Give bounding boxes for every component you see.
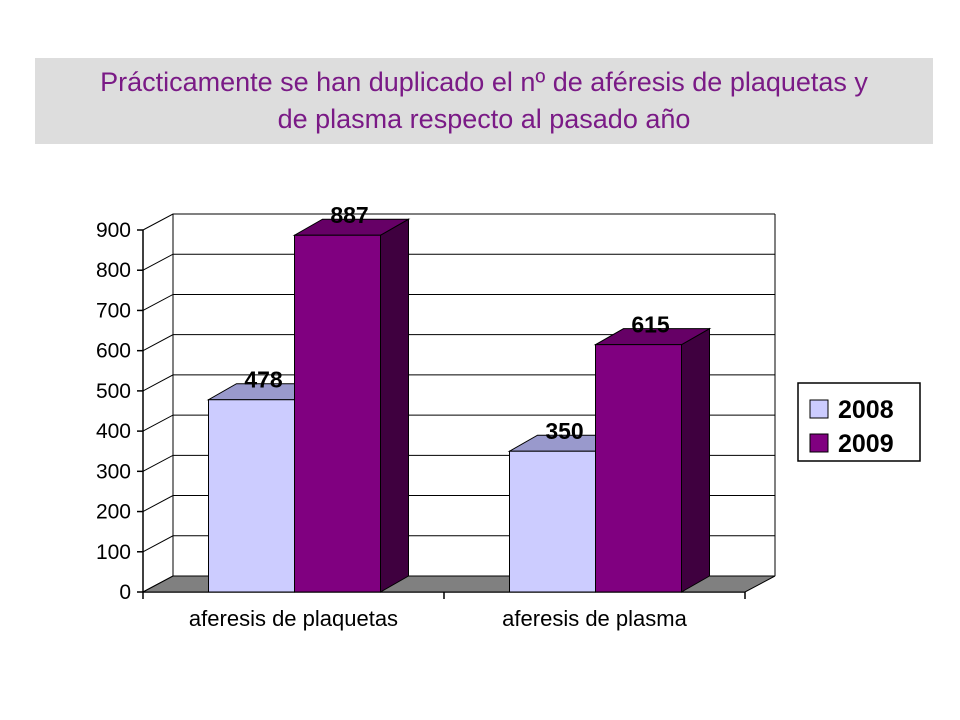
- y-tick-label: 200: [96, 501, 131, 524]
- data-label: 478: [244, 367, 283, 393]
- bar-side: [681, 327, 710, 593]
- x-category-label: aferesis de plasma: [502, 606, 687, 631]
- y-tick-label: 800: [96, 259, 131, 282]
- bar-2008-0: [208, 399, 295, 593]
- y-tick-label: 900: [96, 219, 131, 242]
- gridline: [142, 293, 775, 311]
- legend: 2008 2009: [797, 382, 921, 462]
- y-tick-label: 500: [96, 380, 131, 403]
- bar-2009-1: [595, 344, 682, 593]
- x-category-label: aferesis de plaquetas: [189, 606, 398, 631]
- y-tick-label: 100: [96, 541, 131, 564]
- bar-side: [380, 218, 409, 593]
- data-label: 887: [330, 202, 368, 228]
- title-band: Prácticamente se han duplicado el nº de …: [35, 58, 933, 144]
- y-tick-label: 0: [119, 581, 131, 604]
- y-tick-label: 300: [96, 460, 131, 483]
- data-label: 615: [631, 312, 670, 338]
- y-tick-label: 400: [96, 420, 131, 443]
- legend-swatch-2009: [809, 433, 829, 453]
- y-tick-label: 700: [96, 299, 131, 322]
- bar-layer: [206, 218, 712, 593]
- gridline: [142, 213, 775, 231]
- axis-layer: 0 100 200 300 400 500 600 700 800 900 aferesis de …: [96, 219, 746, 631]
- legend-label-2009: 2009: [838, 430, 894, 458]
- bar-2009-0: [294, 234, 381, 593]
- legend-label-2008: 2008: [838, 396, 894, 424]
- bar-2008-1: [509, 450, 596, 593]
- chart-title: Prácticamente se han duplicado el nº de …: [100, 67, 868, 134]
- gridline: [142, 253, 775, 271]
- data-label: 350: [545, 418, 583, 444]
- legend-swatch-2008: [809, 399, 829, 419]
- y-tick-label: 600: [96, 340, 131, 363]
- label-layer: 478 350 887 615: [244, 202, 670, 444]
